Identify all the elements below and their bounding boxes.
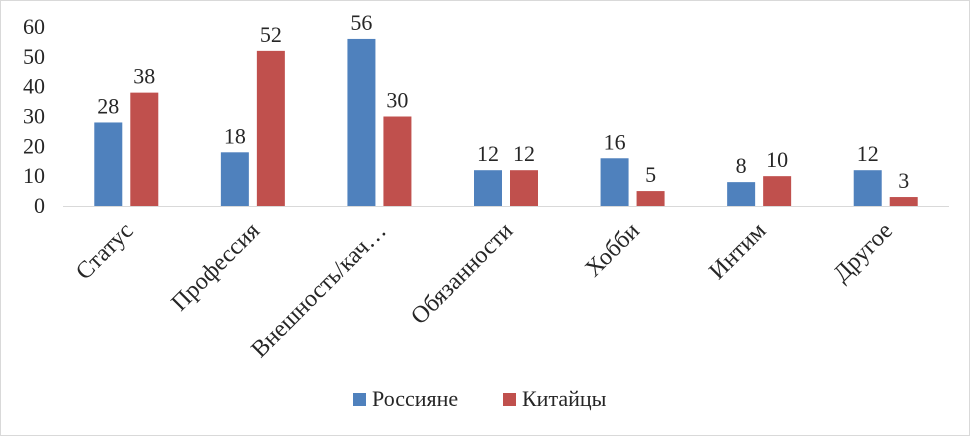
bar-series2 — [256, 50, 285, 206]
data-label: 12 — [513, 141, 535, 166]
bar-series2 — [510, 170, 538, 206]
legend-swatch — [503, 393, 516, 406]
data-label: 10 — [766, 147, 788, 172]
data-label: 8 — [736, 153, 747, 178]
x-category-label: Другое — [828, 218, 897, 287]
data-label: 3 — [898, 168, 909, 193]
x-category-label: Хобби — [580, 218, 645, 283]
data-label: 12 — [857, 141, 879, 166]
x-category-label: Внешность/кач… — [247, 218, 392, 363]
bar-series1 — [600, 158, 629, 206]
chart-axes: 0 10 20 30 40 50 60 — [23, 14, 949, 218]
data-label: 16 — [604, 129, 626, 154]
bar-series2 — [130, 92, 159, 206]
x-category-label: Интим — [704, 218, 771, 285]
data-label: 12 — [477, 141, 499, 166]
x-category-label: Статус — [71, 218, 138, 285]
bar-series2 — [889, 197, 918, 206]
bar-series1 — [94, 122, 123, 206]
bar-series1 — [474, 170, 502, 206]
bar-series2 — [383, 116, 412, 206]
legend-label: Россияне — [372, 386, 458, 411]
x-category-label: Обязанности — [406, 218, 518, 330]
y-tick-label: 50 — [23, 44, 45, 69]
y-tick-label: 10 — [23, 163, 45, 188]
bar-series2 — [636, 191, 665, 206]
bar-series1 — [220, 152, 249, 206]
data-label: 56 — [350, 10, 372, 35]
bar-series1 — [853, 170, 882, 206]
bar-series1 — [347, 38, 376, 206]
legend-label: Китайцы — [522, 386, 607, 411]
y-tick-label: 20 — [23, 133, 45, 158]
y-tick-label: 40 — [23, 74, 45, 99]
chart-legend: Россияне Китайцы — [353, 386, 607, 411]
data-label: 30 — [386, 88, 408, 113]
y-tick-label: 30 — [23, 104, 45, 129]
bar-series2 — [763, 176, 792, 206]
data-label: 5 — [645, 162, 656, 187]
data-label: 38 — [133, 64, 155, 89]
chart-bars — [94, 38, 918, 206]
x-category-label: Профессия — [167, 218, 266, 317]
y-tick-label: 60 — [23, 14, 45, 39]
legend-swatch — [353, 393, 366, 406]
y-tick-label: 0 — [34, 193, 45, 218]
bar-series1 — [727, 182, 756, 206]
data-label: 18 — [224, 123, 246, 148]
data-label: 28 — [97, 93, 119, 118]
data-label: 52 — [260, 22, 282, 47]
